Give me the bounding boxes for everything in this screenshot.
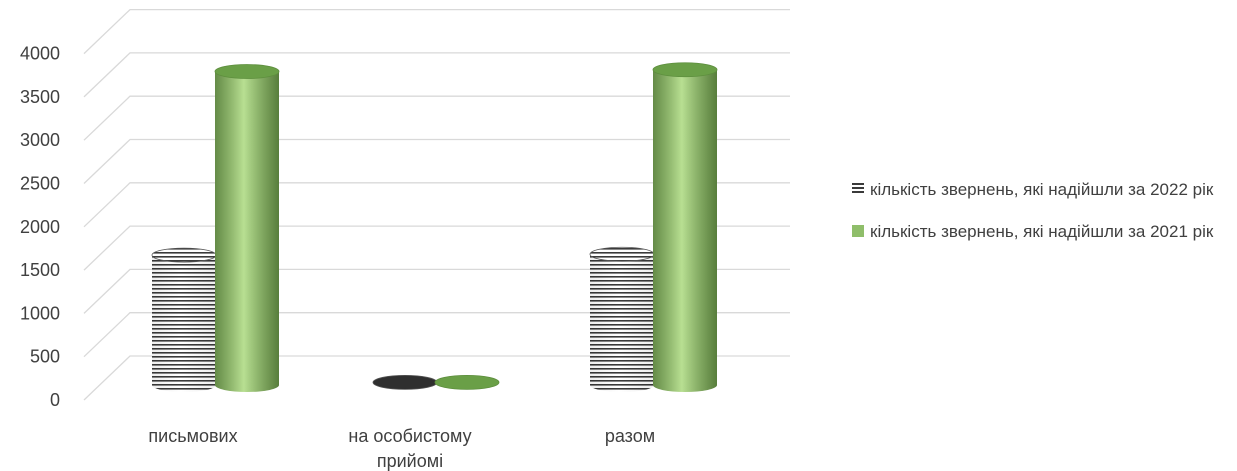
legend-swatch-2022 [852,183,864,195]
y-tick-label: 3500 [20,87,60,107]
legend-label-2021: кількість звернень, які надійшли за 2021… [870,222,1214,241]
gridline [83,52,790,98]
bar-shading [215,71,279,393]
x-category-label: разом [605,426,655,446]
gridline [83,355,790,401]
gridline [83,312,790,358]
bar-top [434,375,500,390]
y-tick-label: 1000 [20,303,60,323]
y-tick-label: 2000 [20,217,60,237]
bar-shading [152,255,216,392]
y-tick-label: 1500 [20,260,60,280]
legend: кількість звернень, які надійшли за 2022… [852,178,1232,262]
y-tick-label: 500 [30,347,60,367]
bar [589,246,655,392]
bar-top [372,375,438,390]
bar-top [214,64,280,79]
bar [652,62,718,392]
bar-top [652,62,718,78]
x-category-label: прийомі [377,451,443,471]
y-tick-label: 2500 [20,174,60,194]
chart: 0 500 1000 1500 2000 2500 3000 3500 4000 письмов… [20,8,790,471]
x-axis-categories: письмових на особистому прийомі разом [148,426,655,471]
gridlines [83,8,790,401]
legend-label-2022: кількість звернень, які надійшли за 2022… [870,180,1214,199]
bar [434,375,500,390]
y-tick-label: 4000 [20,44,60,64]
bar [214,64,280,393]
gridline [83,268,790,314]
y-tick-label: 3000 [20,130,60,150]
gridline [83,182,790,228]
bar-shading [653,69,717,392]
legend-item-2022: кількість звернень, які надійшли за 2022… [852,178,1232,202]
gridline [83,95,790,141]
bar [151,247,217,392]
y-tick-label: 0 [50,390,60,410]
bar-top [151,247,217,263]
legend-item-2021: кількість звернень, які надійшли за 2021… [852,220,1232,244]
bar [372,375,438,390]
gridline [83,8,790,55]
gridline [83,138,790,184]
gridline [83,225,790,271]
legend-swatch-2021 [852,225,864,237]
bar-shading [590,254,654,392]
y-axis-ticks: 0 500 1000 1500 2000 2500 3000 3500 4000 [20,44,60,410]
bars [151,62,718,393]
x-category-label: письмових [148,426,237,446]
bar-top [589,246,655,262]
x-category-label: на особистому [348,426,471,446]
